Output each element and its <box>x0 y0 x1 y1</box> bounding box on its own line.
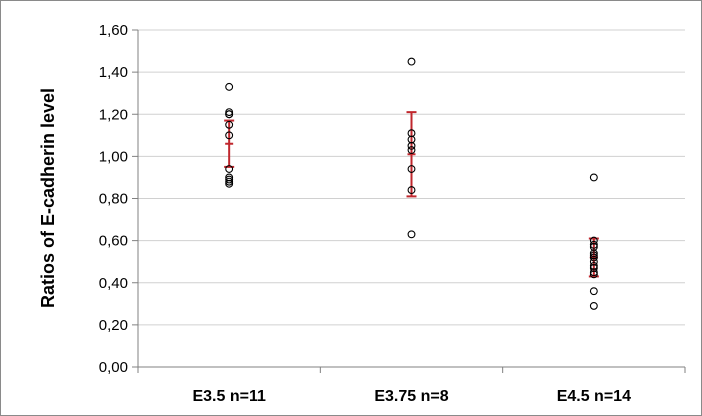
y-tick-label: 0,00 <box>99 359 128 376</box>
data-point <box>407 186 416 195</box>
y-tick-label: 0,20 <box>99 317 128 334</box>
data-point <box>589 301 598 310</box>
data-point <box>589 253 598 262</box>
y-tick-label: 0,80 <box>99 191 128 208</box>
data-point <box>225 82 234 91</box>
data-point <box>225 177 234 186</box>
data-point <box>589 236 598 245</box>
data-point <box>407 57 416 66</box>
x-category-labels: E3.5 n=11 E3.75 n=8 E4.5 n=14 <box>192 388 631 405</box>
data-point <box>407 146 416 155</box>
data-point <box>407 230 416 239</box>
y-tick-label: 0,60 <box>99 233 128 250</box>
data-point <box>589 287 598 296</box>
y-tick-label: 0,40 <box>99 275 128 292</box>
y-tick-label: 1,20 <box>99 106 128 123</box>
y-tick-labels: 0,00 0,20 0,40 0,60 0,80 1,00 1,20 1,40 1,60 <box>99 22 128 376</box>
gridlines <box>132 29 685 368</box>
data-point <box>225 165 234 173</box>
data-point <box>225 173 234 182</box>
data-point <box>407 165 416 173</box>
y-tick-label: 1,00 <box>99 148 128 165</box>
x-category-label: E4.5 n=14 <box>557 388 631 405</box>
data-point <box>225 131 234 140</box>
data-point <box>589 251 598 260</box>
data-point <box>589 240 598 249</box>
y-axis-title: Ratios of E-cadherin level <box>38 88 58 308</box>
x-category-label: E3.75 n=8 <box>374 388 448 405</box>
data-point <box>589 261 598 270</box>
y-tick-label: 1,60 <box>99 22 128 39</box>
data-point <box>225 108 234 117</box>
data-points <box>225 57 598 310</box>
y-tick-label: 1,40 <box>99 64 128 81</box>
data-point <box>589 173 598 182</box>
x-category-label: E3.5 n=11 <box>192 388 265 405</box>
data-point <box>225 175 234 184</box>
data-point <box>225 120 234 129</box>
data-point <box>407 129 416 138</box>
axes <box>137 30 686 373</box>
data-point <box>225 110 234 119</box>
